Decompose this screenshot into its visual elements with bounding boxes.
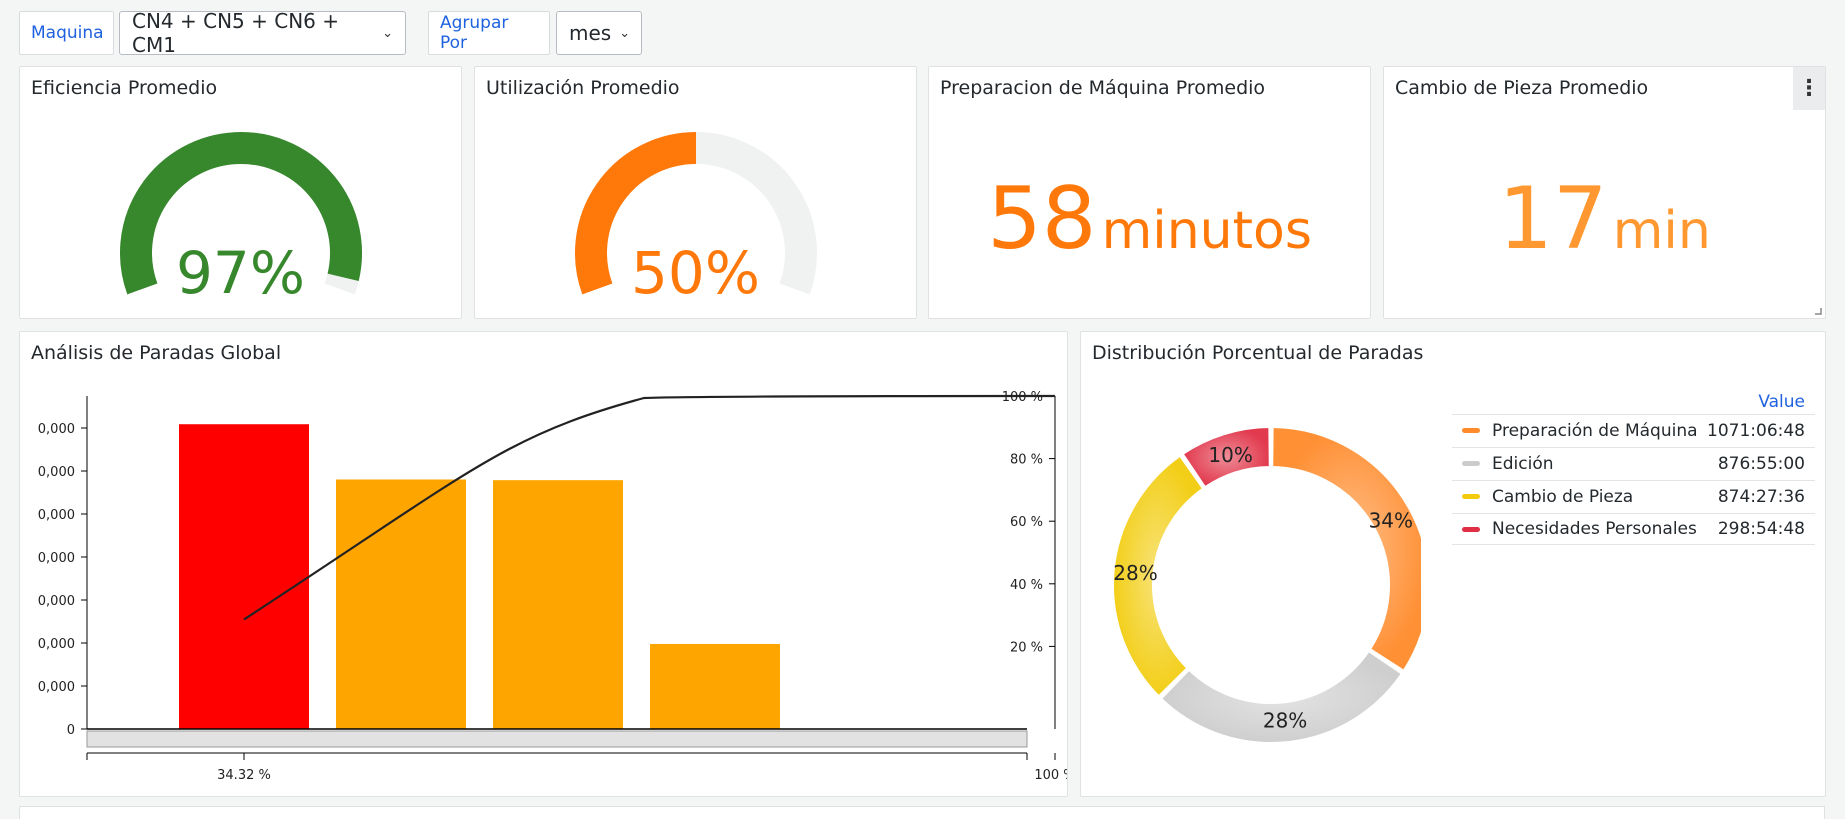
eficiencia-panel: Eficiencia Promedio 97% — [19, 66, 462, 319]
donut-slice-label: 10% — [1208, 443, 1252, 467]
panel-title: Cambio de Pieza Promedio — [1395, 77, 1649, 99]
cambio-number: 17 — [1498, 169, 1608, 269]
donut-slice — [1271, 425, 1421, 673]
utilizacion-panel: Utilización Promedio 50% — [474, 66, 917, 319]
legend-label: Preparación de Máquina — [1492, 420, 1698, 441]
legend-value: 298:54:48 — [1717, 519, 1805, 539]
pareto-bar — [650, 643, 780, 729]
preparacion-number: 58 — [987, 169, 1097, 269]
eficiencia-gauge — [120, 132, 362, 295]
legend-label: Cambio de Pieza — [1492, 486, 1634, 507]
donut-chart: 34% 28% 28% 10% — [1112, 425, 1421, 744]
legend-row[interactable]: Preparación de Máquina 1071:06:48 — [1452, 414, 1815, 446]
legend-value: 1071:06:48 — [1707, 420, 1805, 441]
y-right-tick-label: 80 % — [1010, 453, 1043, 468]
donut-slice-label: 34% — [1369, 509, 1413, 533]
pareto-bar — [336, 479, 466, 729]
donut-slice — [1112, 454, 1205, 698]
y-tick-label: 0,000 — [38, 594, 75, 609]
x-tick-label: 34.32 % — [217, 768, 271, 783]
gauge-fill — [575, 132, 697, 295]
y-right-tick-label: 20 % — [1010, 640, 1043, 655]
scrollbar-track — [86, 730, 1028, 748]
legend-value: 874:27:36 — [1717, 486, 1805, 507]
panel-title: Distribución Porcentual de Paradas — [1092, 342, 1424, 364]
y-right-tick-label: 60 % — [1010, 515, 1043, 530]
donut-legend: Value Preparación de Máquina 1071:06:48 Ed… — [1452, 392, 1815, 562]
cambio-unit: min — [1612, 201, 1711, 261]
cambio-stat: 17 min — [1384, 169, 1825, 269]
eficiencia-value: 97% — [176, 239, 305, 307]
panel-menu-button[interactable]: ⋮ — [1793, 67, 1825, 110]
agrupar-select-value: mes — [569, 21, 612, 45]
y-tick-label: 0,000 — [38, 637, 75, 652]
next-panel-edge — [19, 806, 1825, 819]
panel-title: Análisis de Paradas Global — [31, 342, 282, 364]
pareto-bar — [179, 424, 309, 729]
donut-slice-label: 28% — [1263, 708, 1307, 732]
pareto-panel: Análisis de Paradas Global 0 0,000 0,000 0,… — [19, 331, 1068, 797]
preparacion-unit: minutos — [1101, 201, 1312, 261]
y-right-tick-label: 40 % — [1010, 578, 1043, 593]
panel-title: Utilización Promedio — [486, 77, 680, 99]
panel-title: Preparacion de Máquina Promedio — [940, 77, 1266, 99]
legend-label: Edición — [1492, 453, 1554, 474]
donut-slice — [1181, 425, 1271, 489]
agrupar-select[interactable]: mes ⌄ — [556, 11, 642, 55]
donut-slice — [1159, 649, 1404, 744]
legend-header[interactable]: Value — [1758, 392, 1805, 412]
pareto-chart: 0 0,000 0,000 0,000 0,000 0,000 0,000 0,000 20 %… — [38, 390, 1068, 783]
y-tick-label: 0,000 — [38, 465, 75, 480]
pareto-bar — [493, 480, 623, 729]
chevron-down-icon: ⌄ — [382, 25, 393, 41]
donut-panel: Distribución Porcentual de Paradas 34% 28… — [1080, 331, 1826, 797]
resize-handle-icon[interactable] — [1813, 306, 1823, 316]
x-tick-label: 100 % — [1034, 768, 1068, 783]
y-tick-label: 0 — [67, 723, 75, 738]
legend-row[interactable]: Necesidades Personales 298:54:48 — [1452, 513, 1815, 545]
chevron-down-icon: ⌄ — [619, 25, 631, 41]
legend-value: 876:55:00 — [1717, 453, 1805, 474]
agrupar-label: Agrupar Por — [428, 11, 550, 55]
donut-slice-label: 28% — [1113, 561, 1157, 585]
legend-row[interactable]: Cambio de Pieza 874:27:36 — [1452, 480, 1815, 512]
preparacion-panel: Preparacion de Máquina Promedio 58 minut… — [928, 66, 1371, 319]
legend-row[interactable]: Edición 876:55:00 — [1452, 447, 1815, 479]
legend-swatch — [1462, 526, 1480, 532]
y-tick-label: 0,000 — [38, 680, 75, 695]
y-right-tick-label: 100 % — [1002, 390, 1043, 405]
cumulative-line — [243, 394, 1056, 621]
legend-swatch — [1462, 494, 1480, 499]
gauge-fill — [120, 132, 362, 295]
utilizacion-gauge — [575, 132, 817, 295]
preparacion-stat: 58 minutos — [929, 169, 1370, 269]
maquina-label: Maquina — [19, 11, 114, 55]
utilizacion-value: 50% — [631, 239, 760, 307]
y-tick-label: 0,000 — [38, 422, 75, 437]
panel-title: Eficiencia Promedio — [31, 77, 218, 99]
cambio-panel: Cambio de Pieza Promedio ⋮ 17 min — [1383, 66, 1826, 319]
legend-swatch — [1462, 428, 1480, 433]
legend-label: Necesidades Personales — [1492, 519, 1697, 539]
legend-swatch — [1462, 461, 1480, 466]
y-tick-label: 0,000 — [38, 508, 75, 523]
maquina-select-value: CN4 + CN5 + CN6 + CM1 — [132, 9, 340, 57]
y-tick-label: 0,000 — [38, 551, 75, 566]
maquina-select[interactable]: CN4 + CN5 + CN6 + CM1 ⌄ — [119, 9, 406, 57]
